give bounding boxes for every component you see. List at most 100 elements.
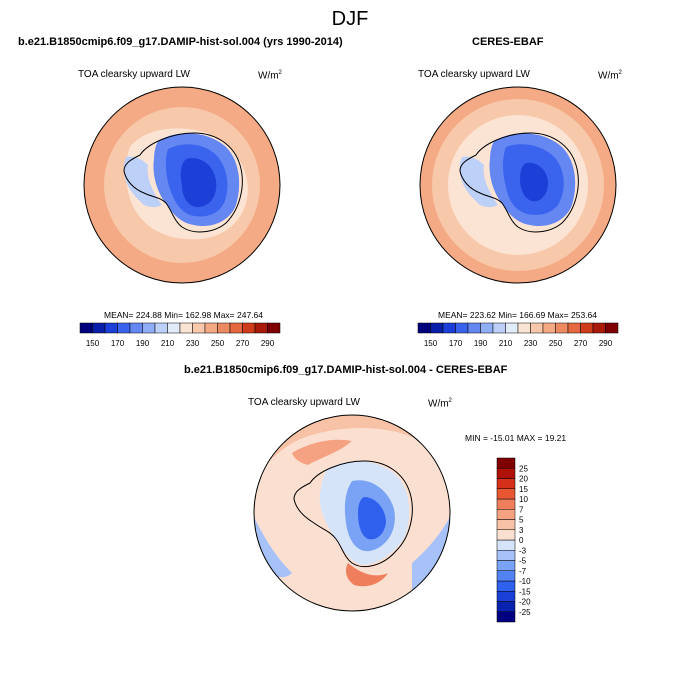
colorbar-box <box>154 322 168 334</box>
panel-model-colorbar: 150 170 190 210 230 250 270 290 <box>79 322 281 348</box>
panel-diff-polar-map <box>253 414 451 612</box>
colorbar-tick-label: 250 <box>549 339 563 348</box>
colorbar-tick-label: 0 <box>519 536 524 545</box>
colorbar-tick-label: 150 <box>424 339 438 348</box>
colorbar-tick-label: 20 <box>519 475 528 484</box>
colorbar-box <box>179 322 193 334</box>
panel-model-title: b.e21.B1850cmip6.f09_g17.DAMIP-hist-sol.… <box>18 36 343 48</box>
panel-model-units: W/m2 <box>258 70 282 82</box>
colorbar-box <box>496 601 516 612</box>
colorbar-tick-label: -5 <box>519 557 527 566</box>
map-coastline <box>459 132 579 233</box>
colorbar-box <box>254 322 268 334</box>
colorbar-tick-label: 230 <box>524 339 538 348</box>
panel-obs-colorbar: 150 170 190 210 230 250 270 290 <box>417 322 619 348</box>
colorbar-box <box>267 322 281 334</box>
colorbar-box <box>580 322 594 334</box>
colorbar-box <box>496 529 516 541</box>
colorbar-box <box>496 509 516 520</box>
colorbar-box <box>496 457 516 469</box>
map-boundary <box>419 86 617 284</box>
colorbar-box <box>555 322 569 334</box>
colorbar-box <box>496 591 516 602</box>
colorbar-box <box>117 322 131 334</box>
map-peninsula-zone <box>123 156 162 208</box>
panel-diff-stats: MIN = -15.01 MAX = 19.21 <box>465 433 567 443</box>
colorbar-tick-label: 5 <box>519 516 524 525</box>
panel-diff-units: W/m2 <box>428 398 452 410</box>
figure-title: DJF <box>331 8 369 30</box>
colorbar-box <box>496 498 516 510</box>
colorbar-box <box>455 322 469 334</box>
colorbar-box <box>605 322 619 334</box>
colorbar-box <box>229 322 243 334</box>
colorbar-box <box>204 322 218 334</box>
colorbar-box <box>142 322 156 334</box>
panel-obs-stats: MEAN= 223.62 Min= 166.69 Max= 253.64 <box>438 310 598 320</box>
colorbar-tick-label: 25 <box>519 464 528 473</box>
colorbar-tick-label: -10 <box>519 577 531 586</box>
colorbar-tick-label: -20 <box>519 598 531 607</box>
colorbar-tick-label: 3 <box>519 526 524 535</box>
colorbar-box <box>492 322 506 334</box>
map-ice-sheet-core <box>520 162 548 202</box>
colorbar-box <box>79 322 93 334</box>
colorbar-box <box>496 611 516 623</box>
colorbar-box <box>467 322 481 334</box>
colorbar-tick-label: 230 <box>186 339 200 348</box>
colorbar-box <box>442 322 456 334</box>
colorbar-tick-label: 290 <box>599 339 613 348</box>
colorbar-tick-label: -7 <box>519 567 527 576</box>
panel-obs-units: W/m2 <box>598 70 622 82</box>
colorbar-tick-label: 7 <box>519 505 524 514</box>
colorbar-box <box>217 322 231 334</box>
colorbar-box <box>530 322 544 334</box>
map-anom-positive <box>346 563 388 587</box>
colorbar-tick-label: -25 <box>519 608 531 617</box>
colorbar-tick-label: 270 <box>236 339 250 348</box>
colorbar-tick-label: 250 <box>211 339 225 348</box>
colorbar-tick-label: 150 <box>86 339 100 348</box>
colorbar-box <box>496 539 516 551</box>
colorbar-box <box>104 322 118 334</box>
panel-model-variable-label: TOA clearsky upward LW <box>78 69 190 80</box>
colorbar-box <box>592 322 606 334</box>
colorbar-box <box>129 322 143 334</box>
map-coastline <box>293 460 413 567</box>
map-anom-patch <box>292 439 352 465</box>
colorbar-box <box>167 322 181 334</box>
colorbar-box <box>517 322 531 334</box>
colorbar-box <box>496 478 516 489</box>
map-boundary <box>83 86 281 284</box>
colorbar-box <box>567 322 581 334</box>
colorbar-tick-label: 210 <box>499 339 513 348</box>
colorbar-box <box>417 322 431 334</box>
colorbar-tick-label: 190 <box>136 339 150 348</box>
colorbar-tick-label: -3 <box>519 546 527 555</box>
colorbar-box <box>92 322 106 334</box>
colorbar-box <box>496 488 516 500</box>
map-boundary <box>253 414 451 612</box>
colorbar-box <box>496 560 516 571</box>
colorbar-tick-label: 170 <box>449 339 463 348</box>
map-peninsula-zone <box>459 156 498 208</box>
colorbar-box <box>242 322 256 334</box>
colorbar-box <box>505 322 519 334</box>
colorbar-tick-label: 170 <box>111 339 125 348</box>
colorbar-box <box>480 322 494 334</box>
panel-diff-variable-label: TOA clearsky upward LW <box>248 397 360 408</box>
panel-obs-title: CERES-EBAF <box>472 36 544 48</box>
colorbar-box <box>496 580 516 592</box>
colorbar-box <box>542 322 556 334</box>
map-anom-ice-strong <box>358 497 386 540</box>
colorbar-box <box>192 322 206 334</box>
colorbar-tick-label: 290 <box>261 339 275 348</box>
map-coastline <box>123 132 243 233</box>
colorbar-tick-label: 190 <box>474 339 488 348</box>
colorbar-box <box>496 468 516 479</box>
panel-model-stats: MEAN= 224.88 Min= 162.98 Max= 247.64 <box>104 310 264 320</box>
panel-obs-variable-label: TOA clearsky upward LW <box>418 69 530 80</box>
colorbar-box <box>496 519 516 530</box>
colorbar-tick-label: 15 <box>519 485 528 494</box>
